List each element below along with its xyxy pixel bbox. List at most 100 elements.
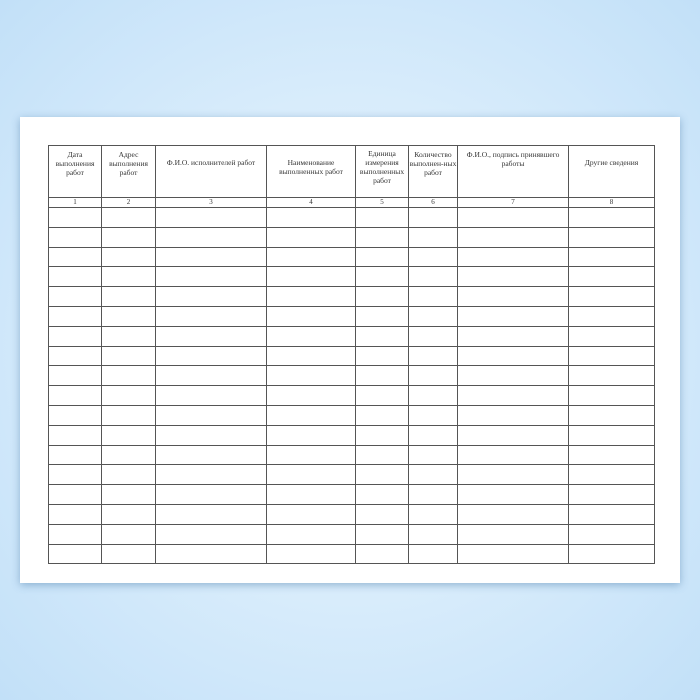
- table-cell[interactable]: [101, 365, 156, 387]
- table-cell[interactable]: [408, 503, 458, 525]
- table-cell[interactable]: [568, 444, 655, 466]
- table-cell[interactable]: [355, 523, 409, 545]
- table-cell[interactable]: [48, 484, 102, 505]
- table-cell[interactable]: [48, 464, 102, 486]
- table-cell[interactable]: [48, 305, 102, 327]
- table-cell[interactable]: [457, 246, 569, 268]
- table-cell[interactable]: [408, 404, 458, 426]
- table-cell[interactable]: [101, 246, 156, 268]
- table-cell[interactable]: [355, 543, 409, 565]
- table-cell[interactable]: [155, 226, 267, 248]
- table-cell[interactable]: [48, 365, 102, 387]
- table-cell[interactable]: [355, 424, 409, 446]
- table-cell[interactable]: [568, 503, 655, 525]
- table-cell[interactable]: [101, 325, 156, 347]
- table-cell[interactable]: [48, 523, 102, 545]
- table-cell[interactable]: [101, 305, 156, 327]
- table-cell[interactable]: [48, 286, 102, 307]
- table-cell[interactable]: [155, 345, 267, 367]
- table-cell[interactable]: [408, 305, 458, 327]
- table-cell[interactable]: [101, 345, 156, 367]
- table-cell[interactable]: [568, 404, 655, 426]
- table-cell[interactable]: [408, 523, 458, 545]
- table-cell[interactable]: [457, 286, 569, 307]
- table-cell[interactable]: [568, 464, 655, 486]
- table-cell[interactable]: [266, 325, 356, 347]
- table-cell[interactable]: [568, 246, 655, 268]
- table-cell[interactable]: [101, 464, 156, 486]
- table-cell[interactable]: [266, 266, 356, 288]
- table-cell[interactable]: [48, 266, 102, 288]
- table-cell[interactable]: [48, 503, 102, 525]
- table-cell[interactable]: [266, 503, 356, 525]
- table-cell[interactable]: [457, 464, 569, 486]
- table-cell[interactable]: [408, 484, 458, 505]
- table-cell[interactable]: [266, 424, 356, 446]
- table-cell[interactable]: [101, 543, 156, 565]
- table-cell[interactable]: [355, 325, 409, 347]
- table-cell[interactable]: [266, 246, 356, 268]
- table-cell[interactable]: [48, 543, 102, 565]
- table-cell[interactable]: [408, 207, 458, 228]
- table-cell[interactable]: [457, 365, 569, 387]
- table-cell[interactable]: [408, 385, 458, 406]
- table-cell[interactable]: [457, 543, 569, 565]
- table-cell[interactable]: [155, 444, 267, 466]
- table-cell[interactable]: [355, 444, 409, 466]
- table-cell[interactable]: [568, 365, 655, 387]
- table-cell[interactable]: [155, 286, 267, 307]
- table-cell[interactable]: [155, 424, 267, 446]
- table-cell[interactable]: [101, 523, 156, 545]
- table-cell[interactable]: [457, 503, 569, 525]
- table-cell[interactable]: [155, 266, 267, 288]
- table-cell[interactable]: [48, 424, 102, 446]
- table-cell[interactable]: [155, 484, 267, 505]
- table-cell[interactable]: [48, 226, 102, 248]
- table-cell[interactable]: [568, 207, 655, 228]
- table-cell[interactable]: [266, 543, 356, 565]
- table-cell[interactable]: [155, 385, 267, 406]
- table-cell[interactable]: [457, 266, 569, 288]
- table-cell[interactable]: [355, 266, 409, 288]
- table-cell[interactable]: [355, 365, 409, 387]
- table-cell[interactable]: [355, 246, 409, 268]
- table-cell[interactable]: [408, 543, 458, 565]
- table-cell[interactable]: [355, 286, 409, 307]
- table-cell[interactable]: [457, 444, 569, 466]
- table-cell[interactable]: [101, 503, 156, 525]
- table-cell[interactable]: [568, 266, 655, 288]
- table-cell[interactable]: [266, 404, 356, 426]
- table-cell[interactable]: [457, 305, 569, 327]
- table-cell[interactable]: [568, 325, 655, 347]
- table-cell[interactable]: [408, 345, 458, 367]
- table-cell[interactable]: [266, 207, 356, 228]
- table-cell[interactable]: [266, 444, 356, 466]
- table-cell[interactable]: [355, 305, 409, 327]
- table-cell[interactable]: [408, 464, 458, 486]
- table-cell[interactable]: [568, 523, 655, 545]
- table-cell[interactable]: [101, 266, 156, 288]
- table-cell[interactable]: [355, 207, 409, 228]
- table-cell[interactable]: [101, 444, 156, 466]
- table-cell[interactable]: [48, 345, 102, 367]
- table-cell[interactable]: [457, 207, 569, 228]
- table-cell[interactable]: [101, 385, 156, 406]
- table-cell[interactable]: [457, 226, 569, 248]
- table-cell[interactable]: [355, 404, 409, 426]
- table-cell[interactable]: [457, 404, 569, 426]
- table-cell[interactable]: [568, 286, 655, 307]
- table-cell[interactable]: [266, 365, 356, 387]
- table-cell[interactable]: [266, 484, 356, 505]
- table-cell[interactable]: [155, 305, 267, 327]
- table-cell[interactable]: [101, 404, 156, 426]
- table-cell[interactable]: [48, 404, 102, 426]
- table-cell[interactable]: [568, 226, 655, 248]
- table-cell[interactable]: [408, 444, 458, 466]
- table-cell[interactable]: [457, 424, 569, 446]
- table-cell[interactable]: [408, 246, 458, 268]
- table-cell[interactable]: [355, 226, 409, 248]
- table-cell[interactable]: [101, 207, 156, 228]
- table-cell[interactable]: [48, 246, 102, 268]
- table-cell[interactable]: [355, 484, 409, 505]
- table-cell[interactable]: [266, 286, 356, 307]
